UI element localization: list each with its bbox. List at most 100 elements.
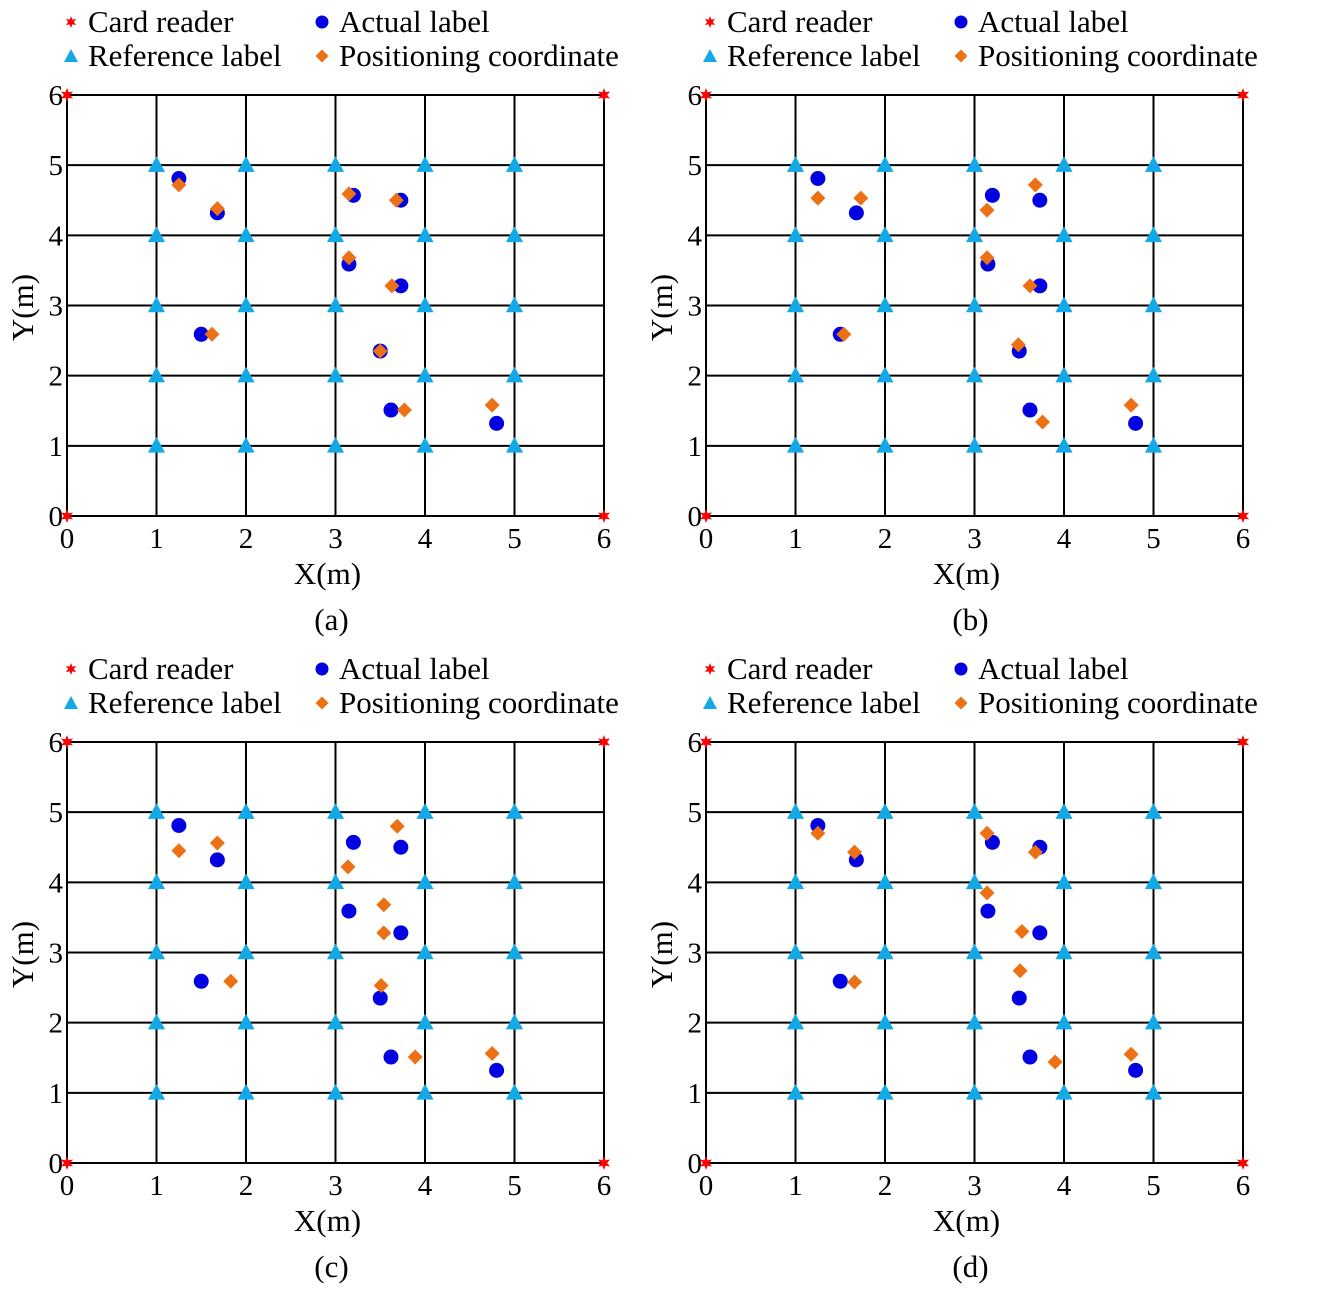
point-positioning-coordinate [853, 190, 869, 206]
point-positioning-coordinate [389, 818, 405, 834]
point-card-reader [60, 509, 74, 523]
point-reference-label [237, 156, 255, 172]
point-reference-label [1144, 296, 1163, 313]
legend-marker-card-reader [65, 16, 77, 28]
series-card-reader [60, 735, 611, 1170]
y-tick-label: 0 [688, 501, 703, 533]
point-card-reader [699, 509, 713, 523]
legend-marker-card-reader [65, 663, 77, 675]
point-reference-label [326, 1083, 345, 1100]
legend-label: Card reader [727, 4, 873, 39]
series-card-reader [699, 735, 1250, 1170]
point-positioning-coordinate [209, 201, 225, 217]
series-positioning-coordinate [810, 825, 1139, 1070]
point-positioning-coordinate [384, 278, 400, 294]
point-reference-label [1144, 1083, 1163, 1100]
y-tick-label: 4 [688, 867, 703, 899]
legend-item-actual-label: Actual label [954, 4, 1129, 39]
point-positioning-coordinate [484, 1046, 500, 1062]
point-reference-label [326, 366, 345, 383]
legend-item-reference-label: Reference label [64, 685, 282, 720]
chart-c: Card reader Actual label Reference label Po… [5, 651, 619, 1284]
x-tick-label: 3 [967, 523, 982, 555]
point-reference-label [416, 156, 434, 172]
point-reference-label [786, 436, 805, 453]
point-reference-label [505, 156, 524, 172]
point-positioning-coordinate [341, 250, 357, 266]
point-reference-label [1144, 156, 1163, 172]
legend-label: Reference label [727, 38, 921, 73]
point-positioning-coordinate [373, 977, 389, 993]
point-reference-label [237, 436, 255, 453]
point-positioning-coordinate [810, 190, 826, 206]
point-reference-label [1055, 366, 1073, 383]
point-positioning-coordinate [847, 974, 863, 990]
legend-marker-reference-label [64, 49, 78, 62]
point-reference-label [326, 803, 345, 819]
point-positioning-coordinate [810, 825, 826, 841]
legend: Card reader Actual label Reference label Po… [64, 651, 619, 720]
point-reference-label [147, 436, 166, 453]
legend-marker-reference-label [64, 696, 78, 709]
legend-marker-card-reader [704, 663, 716, 675]
point-card-reader [60, 1156, 74, 1170]
point-actual-label [1022, 402, 1038, 418]
y-tick-label: 3 [49, 291, 64, 323]
panel-b: Card reader Actual label Reference label Po… [639, 0, 1299, 647]
y-tick-label: 2 [688, 1008, 703, 1040]
x-tick-label: 5 [1146, 1170, 1161, 1202]
y-tick-label: 1 [49, 1078, 64, 1110]
point-positioning-coordinate [979, 825, 995, 841]
point-actual-label [171, 817, 187, 833]
legend-label: Positioning coordinate [339, 685, 619, 720]
x-tick-label: 0 [699, 523, 714, 555]
point-positioning-coordinate [209, 835, 225, 851]
point-reference-label [416, 436, 434, 453]
series-positioning-coordinate [810, 177, 1139, 430]
point-reference-label [147, 366, 166, 383]
point-actual-label [372, 990, 388, 1006]
y-tick-label: 0 [688, 1148, 703, 1180]
point-reference-label [786, 226, 805, 243]
point-reference-label [1055, 436, 1073, 453]
legend-label: Positioning coordinate [978, 38, 1258, 73]
x-tick-label: 0 [60, 523, 75, 555]
point-reference-label [326, 1013, 345, 1030]
y-tick-label: 6 [688, 80, 703, 112]
legend-label: Actual label [339, 4, 490, 39]
panel-caption: (a) [314, 602, 348, 637]
point-positioning-coordinate [1027, 177, 1043, 193]
point-actual-label [489, 415, 505, 431]
y-tick-label: 6 [49, 80, 64, 112]
point-reference-label [965, 156, 984, 172]
point-actual-label [1128, 1062, 1144, 1078]
point-reference-label [505, 1083, 524, 1100]
point-positioning-coordinate [171, 843, 187, 859]
y-tick-label: 0 [49, 1148, 64, 1180]
x-tick-label: 4 [1057, 523, 1072, 555]
point-positioning-coordinate [979, 202, 995, 218]
point-reference-label [786, 803, 805, 819]
point-actual-label [383, 1049, 399, 1065]
point-reference-label [965, 873, 984, 890]
point-reference-label [1055, 873, 1073, 890]
point-actual-label [1022, 1049, 1038, 1065]
point-actual-label [193, 973, 209, 989]
y-tick-label: 3 [688, 938, 703, 970]
x-tick-label: 3 [328, 1170, 343, 1202]
point-positioning-coordinate [1012, 963, 1028, 979]
legend-label: Reference label [727, 685, 921, 720]
point-reference-label [505, 943, 524, 960]
x-tick-label: 4 [418, 1170, 433, 1202]
point-reference-label [237, 1013, 255, 1030]
legend-item-card-reader: Card reader [65, 651, 234, 686]
point-reference-label [237, 873, 255, 890]
legend-item-actual-label: Actual label [315, 4, 490, 39]
legend-marker-positioning-coordinate [954, 49, 968, 63]
point-reference-label [1055, 803, 1073, 819]
series-reference-label [786, 803, 1163, 1100]
x-tick-label: 2 [239, 523, 254, 555]
point-reference-label [1144, 1013, 1163, 1030]
point-positioning-coordinate [372, 343, 388, 359]
series-actual-label [171, 817, 505, 1078]
